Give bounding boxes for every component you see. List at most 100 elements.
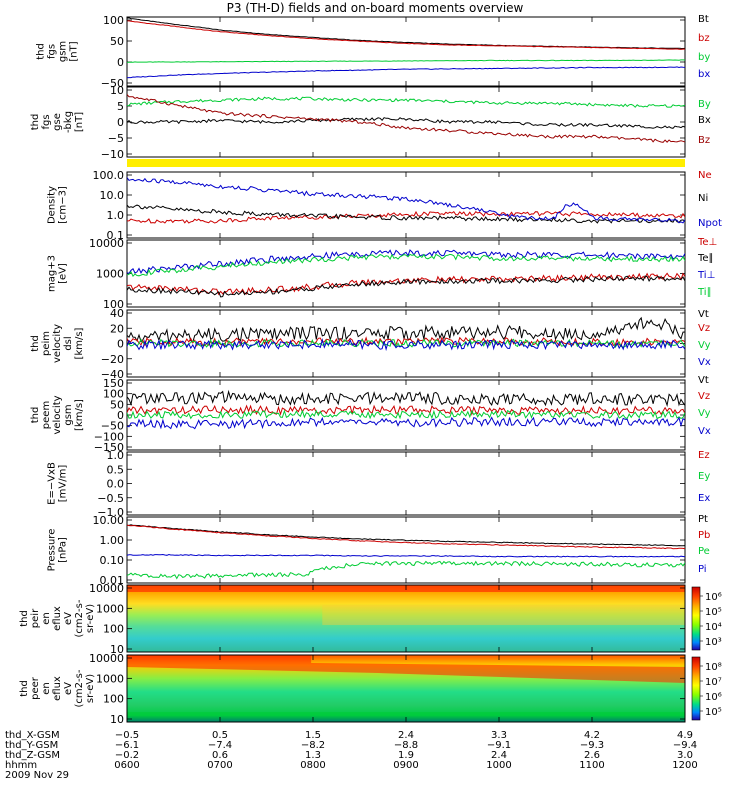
panel-frame [126, 239, 686, 308]
legend-Vy: Vy [698, 408, 711, 419]
y-tick-label: 0.10 [100, 554, 125, 567]
y-tick-label: 0 [117, 116, 124, 129]
y-axis-label: velocity [52, 324, 63, 363]
series-bx [127, 66, 685, 79]
row-value: 2.4 [491, 750, 507, 761]
y-axis-label: dsl [63, 336, 74, 350]
y-tick-label: 1000 [96, 268, 124, 281]
series-Pi [127, 553, 685, 558]
y-tick-label: −50 [101, 77, 124, 90]
series-By [127, 96, 685, 108]
panel-electron_spectrogram: 10⁸ 10⁷ 10⁶ 10⁵ 10000 1000 100 10 thd peer en eflux… [19, 652, 722, 726]
y-tick-label: 100 [103, 14, 124, 27]
legend-Vz: Vz [698, 323, 710, 334]
y-axis-label: [cm−3] [58, 186, 69, 224]
legend-Ti⊥: Ti⊥ [697, 270, 715, 281]
series-Vz [127, 336, 685, 347]
series-Ti∥ [127, 253, 685, 277]
panel-frame [126, 86, 686, 158]
spectrogram-band [127, 655, 685, 683]
y-tick-label: 10 [110, 84, 124, 97]
row-label-hhmm: hhmm [5, 760, 37, 771]
panel-frame [126, 16, 686, 87]
legend-Bt: Bt [698, 14, 709, 25]
row-value: 1100 [579, 760, 604, 771]
row-value: 4.9 [677, 730, 693, 741]
y-tick-label: 1.0 [107, 449, 125, 462]
panel-density: 100.0 10.0 1.0 0.1 Density [cm−3] Ne Ni Npot [47, 169, 722, 242]
series-Bx [127, 117, 685, 129]
y-tick-label: −10 [101, 148, 124, 161]
y-axis-label: thd [19, 610, 30, 627]
colorbar-tick-label: 10⁶ [705, 592, 722, 603]
y-tick-label: 100 [103, 388, 124, 401]
legend-Ti∥: Ti∥ [697, 287, 712, 298]
y-axis-label: mag+3 [47, 255, 58, 292]
spectrogram-band [322, 605, 685, 625]
series-bz [127, 20, 685, 50]
y-axis-label: eflux [52, 606, 63, 631]
series-Vy [127, 409, 685, 420]
panel-frame [126, 171, 686, 239]
y-tick-label: 1.00 [100, 534, 125, 547]
row-value: 0.5 [212, 730, 228, 741]
row-value: 0800 [300, 760, 325, 771]
y-axis-label: velocity [52, 395, 63, 434]
y-tick-label: 0.5 [107, 463, 125, 476]
y-axis-label: thd [36, 43, 47, 60]
row-value: −6.1 [115, 740, 139, 751]
row-value: −0.5 [115, 730, 139, 741]
series-Pb [127, 524, 685, 550]
legend-Vx: Vx [698, 357, 711, 368]
row-value: 1200 [672, 760, 697, 771]
row-value: 2.4 [398, 730, 414, 741]
y-tick-label: 10000 [89, 582, 124, 595]
legend-By: By [698, 99, 711, 110]
legend-Ey: Ey [698, 471, 710, 482]
y-tick-label: −100 [94, 430, 124, 443]
series-Ne [127, 210, 685, 224]
legend-Vy: Vy [698, 340, 711, 351]
panel-frame [126, 516, 686, 584]
row-label-thd_Z-GSM: thd_Z-GSM [5, 750, 60, 761]
legend-bx: bx [698, 69, 710, 80]
row-value: 1.5 [305, 730, 321, 741]
y-tick-label: −5 [108, 132, 124, 145]
y-tick-label: 0 [117, 409, 124, 422]
legend-Vz: Vz [698, 391, 710, 402]
y-axis-label: eV [63, 682, 74, 695]
row-value: −7.4 [208, 740, 232, 751]
y-axis-label: [nT] [74, 112, 85, 132]
y-axis-label: (cm2-s- [74, 599, 85, 637]
panel-frame [126, 451, 686, 516]
legend-Vt: Vt [698, 309, 709, 320]
y-tick-label: 5 [117, 100, 124, 113]
row-label-thd_X-GSM: thd_X-GSM [5, 730, 60, 741]
series-Vx [127, 416, 685, 430]
y-tick-label: −1.0 [97, 506, 124, 519]
legend-by: by [698, 52, 710, 63]
row-value: 3.0 [677, 750, 693, 761]
y-axis-label: en [41, 682, 52, 695]
colorbar-tick-label: 10⁴ [705, 622, 722, 633]
series-Npot [127, 177, 685, 224]
series-Bt [127, 17, 685, 50]
legend-Pi: Pi [698, 564, 707, 575]
y-axis-label: thd [30, 407, 41, 424]
panel-velocity_dsl: 40 20 0 −20 −40 thd peim velocity dsl [km/s] Vt Vz V… [30, 307, 711, 381]
y-axis-label: peer [30, 676, 41, 700]
y-tick-label: −0.5 [97, 492, 124, 505]
y-axis-label: [nPa] [58, 537, 69, 563]
y-tick-label: 100 [103, 623, 124, 636]
date-label: 2009 Nov 29 [5, 770, 69, 781]
legend-Pt: Pt [698, 514, 708, 525]
colorbar-tick-label: 10³ [705, 637, 722, 648]
row-value: 0600 [114, 760, 139, 771]
series-Vt [127, 389, 685, 408]
y-tick-label: 50 [110, 35, 124, 48]
y-tick-label: 0 [117, 338, 124, 351]
page-title: P3 (TH-D) fields and on-board moments ov… [226, 1, 524, 15]
y-axis-label: peim [41, 331, 52, 356]
panel-temperature: 10000 1000 100 mag+3 [eV] Te⊥ Te∥ Ti⊥ Ti∥ [47, 237, 718, 311]
